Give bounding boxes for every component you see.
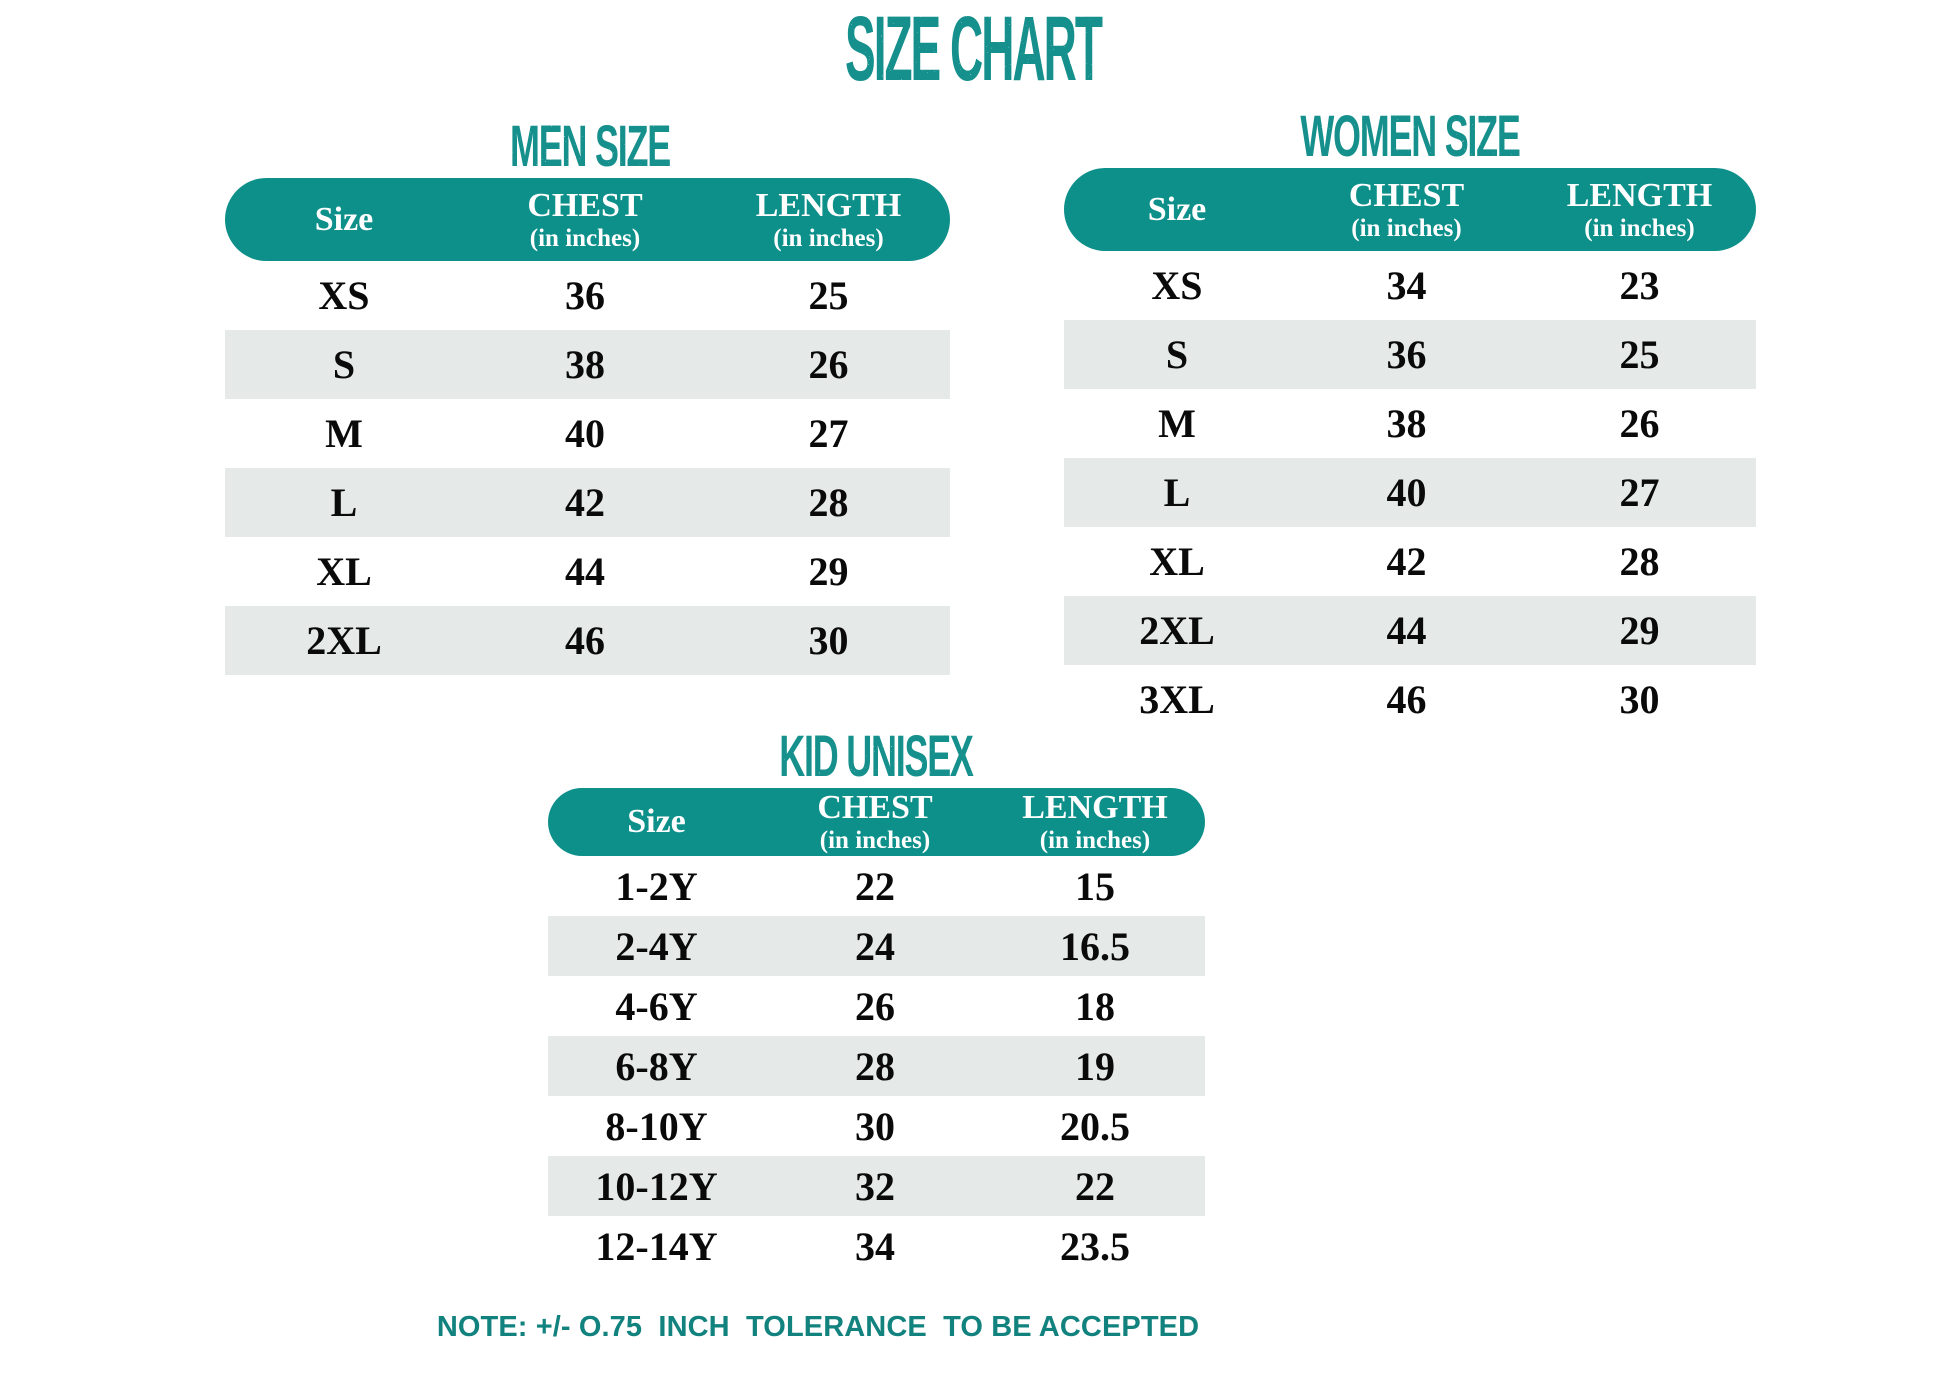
svg-text:KID UNISEX: KID UNISEX	[779, 724, 973, 789]
svg-text:WOMEN SIZE: WOMEN SIZE	[1300, 104, 1520, 169]
svg-text:MEN SIZE: MEN SIZE	[510, 114, 670, 179]
svg-text:SIZE CHART: SIZE CHART	[845, 0, 1103, 100]
